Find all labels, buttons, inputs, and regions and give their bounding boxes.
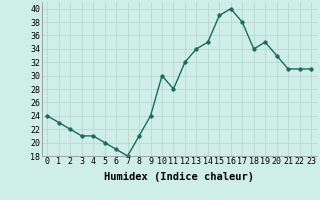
- X-axis label: Humidex (Indice chaleur): Humidex (Indice chaleur): [104, 172, 254, 182]
